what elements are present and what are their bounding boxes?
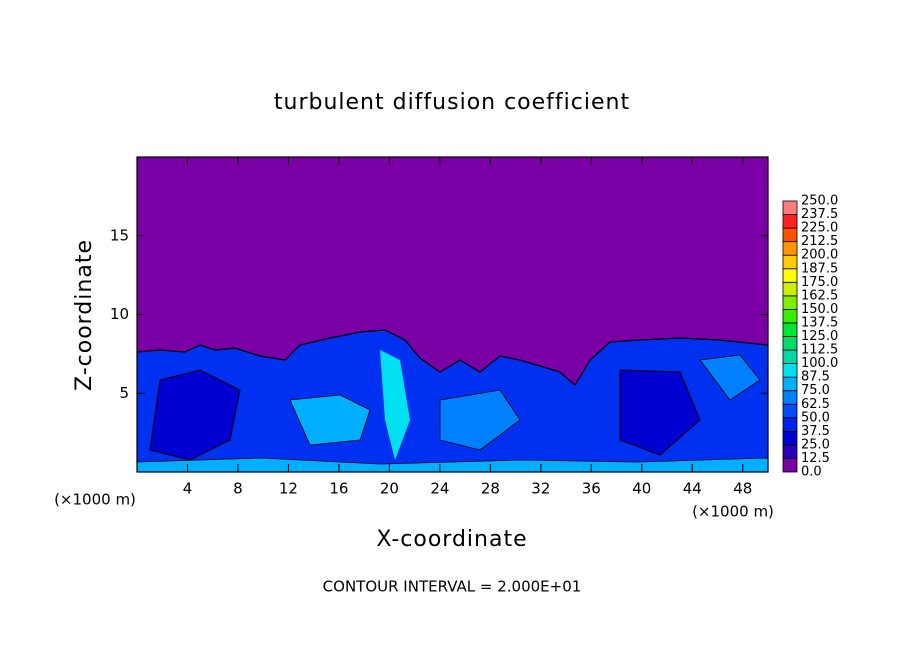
- colorbar-label: 112.5: [801, 343, 838, 358]
- colorbar-swatch: [782, 417, 798, 432]
- colorbar-swatch: [782, 390, 798, 405]
- annotation: CONTOUR INTERVAL = 2.000E+01: [323, 578, 582, 596]
- x-tick-label: 36: [582, 480, 601, 498]
- y-tick-label: 5: [119, 384, 129, 402]
- y-tick-label: 10: [110, 305, 129, 323]
- colorbar-label: 100.0: [801, 356, 838, 371]
- colorbar-swatch: [782, 308, 798, 324]
- colorbar-swatch: [782, 227, 798, 243]
- x-tick-label: 4: [183, 480, 193, 498]
- colorbar-label: 137.5: [801, 315, 838, 330]
- colorbar-label: 150.0: [801, 302, 838, 317]
- x-tick-label: 32: [531, 480, 550, 498]
- colorbar-swatch: [782, 430, 798, 446]
- colorbar-swatch: [782, 241, 798, 256]
- colorbar-swatch: [782, 254, 798, 270]
- colorbar-label: 250.0: [801, 194, 838, 209]
- colorbar-swatch: [782, 403, 798, 419]
- colorbar-label: 237.5: [801, 207, 838, 222]
- x-tick-label: 12: [279, 480, 298, 498]
- colorbar-swatch: [782, 200, 798, 215]
- colorbar-label: 225.0: [801, 221, 838, 236]
- colorbar-label: 62.5: [801, 397, 830, 412]
- x-unit-label: (×1000 m): [54, 491, 136, 509]
- colorbar-label: 37.5: [801, 424, 830, 439]
- x-tick-label: 8: [233, 480, 243, 498]
- chart-title: turbulent diffusion coefficient: [274, 90, 630, 115]
- colorbar-swatch: [782, 268, 798, 283]
- colorbar-swatch: [782, 349, 798, 364]
- field-region: [149, 369, 241, 461]
- colorbar-label: 200.0: [801, 248, 838, 263]
- x-tick-label: 28: [481, 480, 500, 498]
- x-tick-label: 40: [632, 480, 651, 498]
- x-axis-title: X-coordinate: [376, 527, 527, 552]
- colorbar-swatch: [782, 295, 798, 310]
- colorbar-swatch: [782, 363, 798, 378]
- colorbar-label: 25.0: [801, 437, 830, 452]
- colorbar-swatch: [782, 444, 798, 459]
- field-region: [439, 389, 521, 451]
- colorbar-label: 75.0: [801, 383, 830, 398]
- colorbar-label: 12.5: [801, 451, 830, 466]
- field-region: [289, 394, 371, 446]
- colorbar-label: 175.0: [801, 275, 838, 290]
- colorbar-label: 50.0: [801, 410, 830, 425]
- colorbar-label: 162.5: [801, 288, 838, 303]
- colorbar-swatch: [782, 322, 798, 337]
- field-region: [699, 354, 761, 401]
- y-tick-label: 15: [110, 226, 129, 244]
- x-tick-label: 48: [733, 480, 752, 498]
- x-tick-label: 24: [430, 480, 449, 498]
- field-region: [619, 369, 701, 456]
- x-unit-label: (×1000 m): [692, 503, 774, 521]
- x-tick-label: 16: [329, 480, 348, 498]
- field-region: [380, 350, 410, 460]
- colorbar-swatch: [782, 458, 798, 473]
- colorbar-swatch: [782, 214, 798, 229]
- field-region: [137, 457, 768, 472]
- y-axis-title: Z-coordinate: [72, 239, 97, 391]
- colorbar-label: 0.0: [801, 465, 822, 480]
- colorbar-label: 125.0: [801, 329, 838, 344]
- colorbar-swatch: [782, 336, 798, 351]
- field: [137, 157, 768, 472]
- colorbar-swatch: [782, 281, 798, 297]
- x-tick-label: 44: [683, 480, 702, 498]
- colorbar-label: 187.5: [801, 261, 838, 276]
- colorbar-label: 87.5: [801, 370, 830, 385]
- colorbar-label: 212.5: [801, 234, 838, 249]
- x-tick-label: 20: [380, 480, 399, 498]
- colorbar-swatch: [782, 376, 798, 392]
